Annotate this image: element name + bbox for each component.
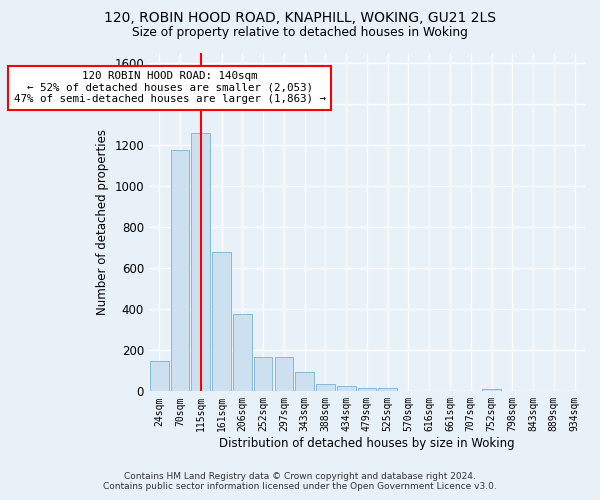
Bar — [191, 132, 210, 392]
Bar — [233, 314, 251, 392]
Bar — [212, 252, 231, 392]
Bar — [275, 358, 293, 392]
Text: 120 ROBIN HOOD ROAD: 140sqm
← 52% of detached houses are smaller (2,053)
47% of : 120 ROBIN HOOD ROAD: 140sqm ← 52% of det… — [14, 71, 326, 104]
Bar — [150, 360, 169, 392]
Bar — [170, 150, 190, 392]
X-axis label: Distribution of detached houses by size in Woking: Distribution of detached houses by size … — [219, 437, 515, 450]
Bar — [337, 386, 356, 392]
Text: Size of property relative to detached houses in Woking: Size of property relative to detached ho… — [132, 26, 468, 39]
Y-axis label: Number of detached properties: Number of detached properties — [95, 129, 109, 315]
Bar — [295, 372, 314, 392]
Bar — [482, 389, 501, 392]
Text: 120, ROBIN HOOD ROAD, KNAPHILL, WOKING, GU21 2LS: 120, ROBIN HOOD ROAD, KNAPHILL, WOKING, … — [104, 11, 496, 25]
Bar — [358, 388, 376, 392]
Bar — [254, 358, 272, 392]
Bar — [316, 384, 335, 392]
Bar — [379, 388, 397, 392]
Text: Contains HM Land Registry data © Crown copyright and database right 2024.
Contai: Contains HM Land Registry data © Crown c… — [103, 472, 497, 491]
